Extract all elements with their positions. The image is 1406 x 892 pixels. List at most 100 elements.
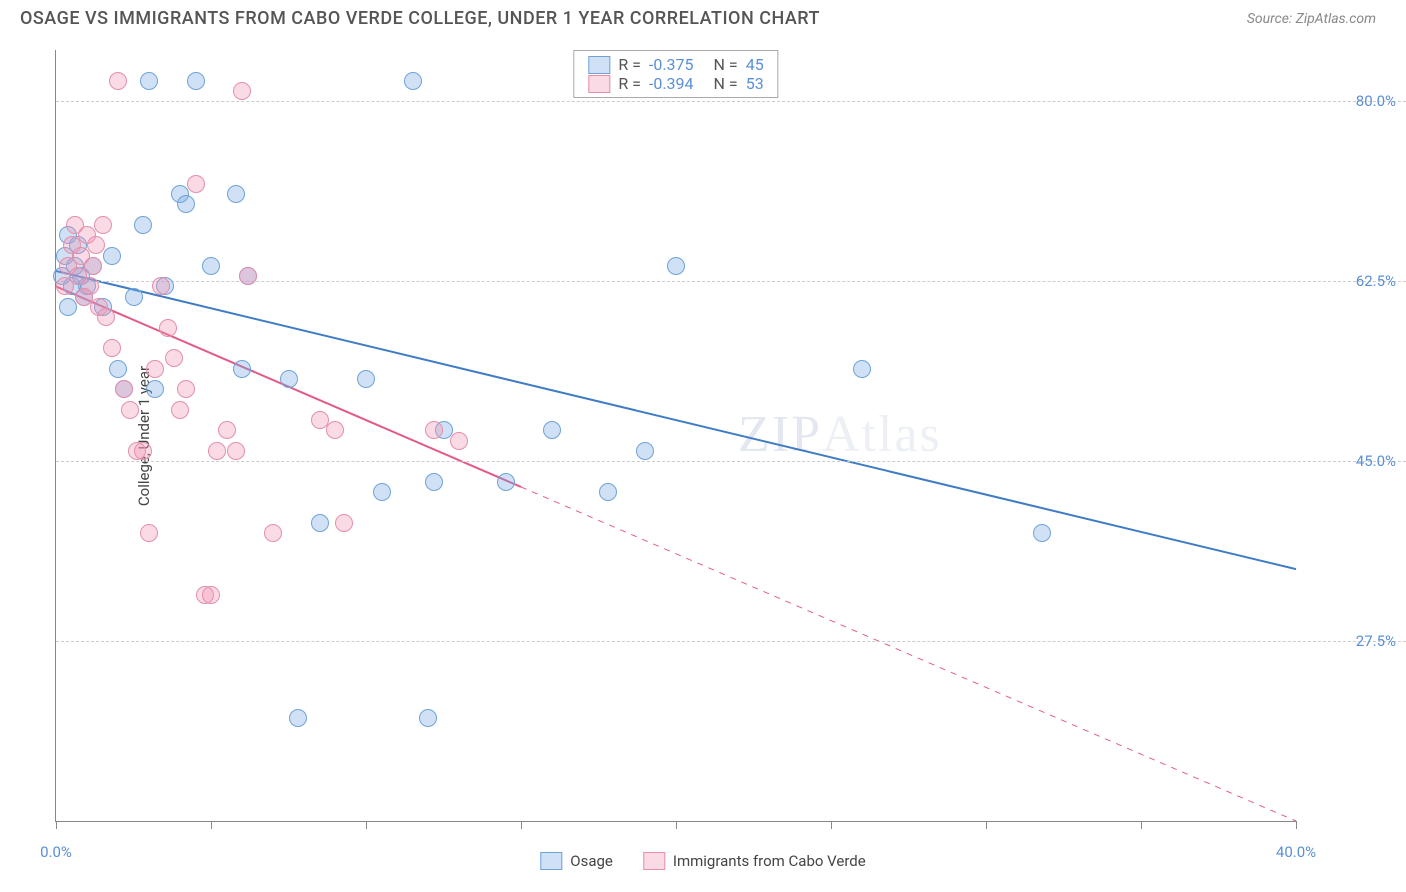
x-tick [521, 821, 522, 829]
data-point [208, 442, 226, 460]
legend-swatch [588, 75, 610, 93]
y-tick-label: 80.0% [1356, 92, 1396, 110]
series-legend: Osage Immigrants from Cabo Verde [540, 852, 865, 870]
data-point [202, 586, 220, 604]
data-point [177, 380, 195, 398]
legend-swatch [643, 852, 665, 870]
data-point [146, 380, 164, 398]
data-point [218, 421, 236, 439]
data-point [171, 401, 189, 419]
data-point [335, 514, 353, 532]
watermark: ZIPAtlas [738, 405, 942, 464]
legend-row: R = -0.375 N = 45 [588, 55, 763, 74]
data-point [419, 709, 437, 727]
data-point [177, 195, 195, 213]
gridline [56, 461, 1406, 462]
gridline [56, 101, 1406, 102]
data-point [115, 380, 133, 398]
x-tick [211, 821, 212, 829]
data-point [853, 360, 871, 378]
data-point [97, 308, 115, 326]
data-point [109, 72, 127, 90]
chart-plot-area: College, Under 1 year ZIPAtlas R =-0.375… [55, 50, 1296, 822]
x-tick-label: 40.0% [1276, 843, 1316, 861]
data-point [667, 257, 685, 275]
data-point [636, 442, 654, 460]
data-point [357, 370, 375, 388]
data-point [425, 473, 443, 491]
legend-r-value: -0.375 [649, 55, 694, 74]
data-point [84, 257, 102, 275]
gridline [56, 641, 1406, 642]
data-point [121, 401, 139, 419]
data-point [152, 277, 170, 295]
data-point [264, 524, 282, 542]
data-point [81, 277, 99, 295]
legend-r-label: R = [618, 55, 641, 74]
legend-n-label: N = [714, 74, 738, 93]
data-point [187, 175, 205, 193]
legend-n-value: 45 [746, 55, 764, 74]
legend-label: Immigrants from Cabo Verde [673, 852, 866, 870]
data-point [146, 360, 164, 378]
x-tick [1296, 821, 1297, 829]
data-point [425, 421, 443, 439]
chart-title: OSAGE VS IMMIGRANTS FROM CABO VERDE COLL… [20, 8, 820, 29]
source-label: Source: ZipAtlas.com [1247, 11, 1376, 27]
data-point [94, 216, 112, 234]
data-point [289, 709, 307, 727]
data-point [1033, 524, 1051, 542]
legend-item: Osage [540, 852, 613, 870]
legend-n-label: N = [714, 55, 738, 74]
data-point [227, 442, 245, 460]
legend-r-value: -0.394 [649, 74, 694, 93]
data-point [134, 442, 152, 460]
data-point [233, 82, 251, 100]
x-tick [831, 821, 832, 829]
data-point [543, 421, 561, 439]
data-point [109, 360, 127, 378]
trend-line-dashed [521, 487, 1296, 821]
trend-lines [56, 50, 1296, 821]
legend-row: R = -0.394 N = 53 [588, 74, 763, 93]
data-point [311, 514, 329, 532]
data-point [326, 421, 344, 439]
data-point [373, 483, 391, 501]
data-point [227, 185, 245, 203]
data-point [165, 349, 183, 367]
y-tick-label: 27.5% [1356, 632, 1396, 650]
data-point [159, 319, 177, 337]
legend-item: Immigrants from Cabo Verde [643, 852, 866, 870]
data-point [202, 257, 220, 275]
data-point [187, 72, 205, 90]
stats-legend: R = -0.375 N = 45 R = -0.394 N = 53 [573, 50, 778, 98]
data-point [140, 524, 158, 542]
legend-label: Osage [570, 852, 613, 870]
y-tick-label: 62.5% [1356, 272, 1396, 290]
x-tick [366, 821, 367, 829]
trend-line [56, 271, 1296, 569]
x-tick-label: 0.0% [40, 843, 72, 861]
data-point [59, 298, 77, 316]
data-point [450, 432, 468, 450]
data-point [239, 267, 257, 285]
data-point [103, 247, 121, 265]
legend-n-value: 53 [746, 74, 764, 93]
data-point [134, 216, 152, 234]
gridline [56, 281, 1406, 282]
data-point [125, 288, 143, 306]
x-tick [986, 821, 987, 829]
x-tick [676, 821, 677, 829]
data-point [103, 339, 121, 357]
data-point [497, 473, 515, 491]
y-tick-label: 45.0% [1356, 452, 1396, 470]
legend-swatch [588, 56, 610, 74]
legend-r-label: R = [618, 74, 641, 93]
x-tick [1141, 821, 1142, 829]
x-tick [56, 821, 57, 829]
legend-swatch [540, 852, 562, 870]
data-point [599, 483, 617, 501]
data-point [140, 72, 158, 90]
data-point [233, 360, 251, 378]
data-point [280, 370, 298, 388]
